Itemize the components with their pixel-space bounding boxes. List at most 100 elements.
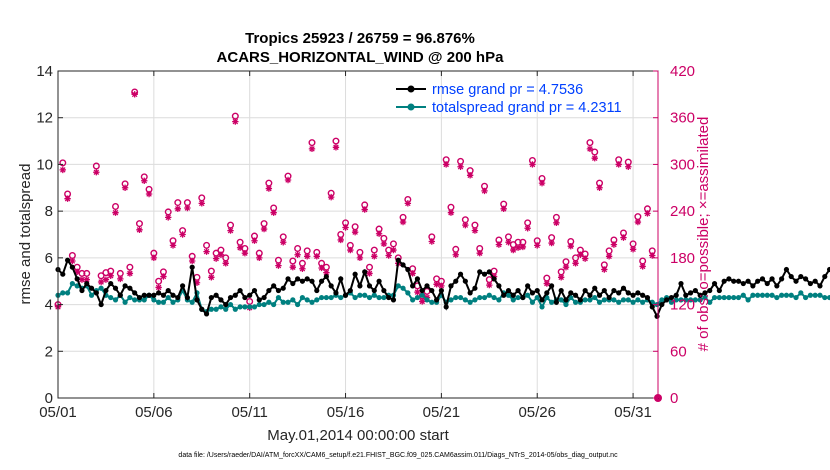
rmse-point — [69, 264, 75, 270]
assimilated-obs-marker — [59, 166, 66, 174]
y-tick-label-left: 8 — [45, 203, 53, 220]
rmse-point — [568, 290, 574, 296]
totalspread-point — [750, 292, 756, 298]
totalspread-point — [141, 297, 147, 303]
totalspread-point — [213, 306, 219, 312]
assimilated-obs-marker — [73, 268, 81, 276]
rmse-point — [659, 301, 665, 308]
rmse-point — [400, 262, 406, 268]
y-tick-label-left: 0 — [45, 390, 53, 407]
totalspread-point — [549, 299, 555, 305]
rmse-point — [448, 283, 454, 289]
y-tick-label-right: 420 — [670, 63, 695, 80]
y-tick-label-left: 2 — [45, 343, 53, 360]
totalspread-point — [735, 294, 742, 301]
totalspread-point — [232, 306, 238, 312]
totalspread-point — [462, 297, 468, 303]
assimilated-obs-marker — [466, 172, 474, 179]
rmse-point — [357, 283, 363, 289]
rmse-point — [141, 292, 147, 298]
possible-obs-marker — [294, 245, 302, 253]
rmse-point — [342, 292, 349, 298]
rmse-point — [323, 273, 329, 280]
rmse-point — [472, 285, 478, 291]
rmse-point — [563, 297, 569, 303]
totalspread-point — [223, 306, 229, 312]
assimilated-obs-marker — [347, 246, 354, 254]
rmse-point — [716, 287, 722, 294]
totalspread-point — [505, 292, 512, 298]
totalspread-point — [515, 294, 521, 301]
assimilated-obs-marker — [64, 195, 71, 202]
totalspread-point — [539, 304, 545, 310]
totalspread-point — [668, 299, 675, 305]
assimilated-obs-marker — [572, 260, 579, 267]
assimilated-obs-marker — [217, 251, 225, 258]
rmse-point — [798, 273, 804, 280]
rmse-point — [160, 292, 167, 298]
totalspread-point — [601, 297, 607, 303]
assimilated-obs-marker — [160, 273, 167, 280]
assimilated-obs-marker — [179, 231, 186, 238]
y-tick-label-left: 4 — [45, 297, 53, 314]
assimilated-obs-marker — [534, 242, 541, 249]
rmse-point — [98, 301, 104, 308]
assimilated-obs-marker — [236, 244, 244, 251]
totalspread-point — [740, 292, 746, 298]
rmse-point — [721, 278, 727, 284]
totalspread-point — [256, 301, 262, 308]
assimilated-obs-marker — [256, 254, 263, 262]
possible-obs-marker — [586, 139, 594, 147]
totalspread-point — [529, 299, 536, 305]
assimilated-obs-marker — [586, 145, 594, 153]
rmse-point — [601, 287, 607, 294]
rmse-point — [175, 294, 181, 301]
assimilated-obs-marker — [629, 246, 637, 253]
rmse-point — [93, 290, 99, 296]
totalspread-point — [467, 299, 473, 305]
assimilated-obs-marker — [222, 260, 229, 267]
rmse-point — [453, 278, 459, 284]
rmse-point — [553, 299, 560, 305]
rmse-point — [783, 266, 790, 273]
rmse-point — [726, 276, 732, 282]
x-tick-label: 05/16 — [327, 404, 365, 421]
assimilated-obs-marker — [543, 280, 551, 287]
totalspread-point — [702, 294, 708, 301]
totalspread-point — [299, 294, 306, 301]
assimilated-obs-marker — [121, 184, 129, 191]
rmse-point — [64, 257, 71, 263]
totalspread-point — [496, 297, 502, 303]
assimilated-obs-marker — [332, 144, 340, 151]
rmse-point — [208, 294, 214, 301]
assimilated-obs-marker — [404, 200, 412, 207]
possible-obs-marker — [97, 272, 105, 280]
totalspread-point — [160, 299, 167, 305]
rmse-point — [611, 287, 617, 294]
totalspread-point — [611, 297, 617, 303]
rmse-point — [414, 276, 421, 282]
rmse-point — [309, 278, 315, 284]
y-tick-label-right: 60 — [670, 343, 687, 360]
assimilated-obs-marker — [620, 234, 627, 241]
assimilated-obs-marker — [318, 264, 325, 272]
axes: 05/01 05/06 05/11 05/16 05/21 05/26 05/31 0 2 4 6 8… — [36, 63, 695, 421]
assimilated-obs-marker — [471, 227, 479, 234]
totalspread-point — [314, 297, 320, 303]
assimilated-obs-marker — [131, 91, 138, 98]
x-tick-label: 05/21 — [423, 404, 461, 421]
assimilated-obs-marker — [212, 255, 220, 262]
totalspread-point — [759, 292, 766, 298]
totalspread-point — [371, 292, 377, 298]
totalspread-point — [132, 297, 138, 303]
rmse-point — [318, 278, 325, 284]
assimilated-obs-marker — [615, 161, 622, 168]
rmse-point — [477, 269, 483, 275]
rmse-point — [587, 292, 593, 298]
assimilated-obs-marker — [605, 253, 613, 260]
rmse-point — [664, 297, 670, 303]
rmse-point — [304, 276, 310, 282]
rmse-point — [103, 287, 109, 294]
rmse-point — [793, 278, 799, 284]
assimilated-obs-marker — [102, 276, 110, 283]
